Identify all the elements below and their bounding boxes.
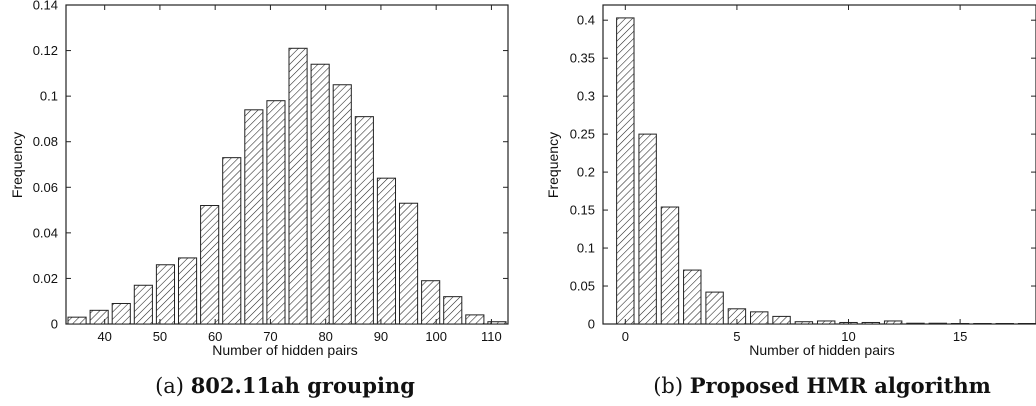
plot-frame-a (65, 4, 509, 325)
bar (89, 309, 109, 325)
bar (772, 315, 791, 325)
caption-a-title: 802.11ah grouping (191, 373, 416, 398)
bar (906, 322, 925, 325)
x-axis-label-a: Number of hidden pairs (212, 342, 358, 358)
caption-a: (a) 802.11ah grouping (155, 373, 415, 398)
y-tick-label: 0.15 (570, 203, 595, 218)
x-tick-label: 10 (841, 329, 855, 344)
bar (750, 311, 769, 325)
y-tick-label: 0.35 (570, 51, 595, 66)
x-tick-label: 15 (953, 329, 967, 344)
bar (354, 116, 374, 325)
bar (928, 322, 948, 325)
bar (421, 280, 441, 325)
y-tick-label: 0.05 (570, 279, 595, 294)
x-axis-label-b: Number of hidden pairs (749, 342, 895, 358)
bar (310, 63, 330, 325)
bar (398, 202, 419, 325)
bar (794, 321, 814, 325)
y-tick-label: 0.12 (33, 43, 58, 58)
bar (177, 257, 198, 325)
bar (816, 320, 836, 325)
bar (376, 177, 397, 325)
x-tick-label: 100 (425, 329, 447, 344)
x-tick-label: 0 (622, 329, 629, 344)
bar (266, 100, 286, 325)
bar (660, 206, 680, 325)
y-tick-label: 0.1 (40, 89, 58, 104)
y-tick-label: 0 (588, 317, 595, 332)
bar (133, 284, 153, 325)
y-tick-label: 0.4 (577, 13, 595, 28)
y-tick-label: 0.1 (577, 241, 595, 256)
y-tick-label: 0.2 (577, 165, 595, 180)
y-tick-label: 0 (51, 317, 58, 332)
y-tick-label: 0.02 (33, 271, 58, 286)
y-axis-label-b: Frequency (545, 132, 561, 198)
bar (332, 84, 352, 325)
y-tick-label: 0.06 (33, 180, 58, 195)
caption-b-title: Proposed HMR algorithm (690, 373, 991, 398)
y-tick-label: 0.04 (33, 225, 58, 240)
caption-b-prefix: (b) (653, 374, 683, 398)
x-tick-label: 70 (263, 329, 277, 344)
x-tick-label: 5 (733, 329, 740, 344)
bar (973, 323, 992, 325)
y-tick-label: 0.14 (33, 0, 58, 13)
bar (683, 269, 702, 325)
bar (883, 320, 903, 325)
bar (705, 291, 724, 325)
x-tick-label: 40 (97, 329, 111, 344)
y-tick-label: 0.3 (577, 89, 595, 104)
bar (443, 296, 463, 325)
y-axis-label-a: Frequency (9, 132, 25, 198)
x-tick-label: 60 (208, 329, 222, 344)
bar (638, 133, 657, 325)
x-tick-label: 90 (374, 329, 388, 344)
bar (616, 17, 635, 325)
bar (155, 264, 176, 325)
bar (67, 316, 87, 325)
bar (861, 321, 881, 325)
bar (487, 321, 507, 325)
bar (465, 314, 485, 325)
chart-b: 0 0.05 0.1 0.15 0.2 0.25 0.3 0.35 0.4 0 5 10 15 Num… (545, 4, 1036, 398)
chart-a: 0 0.02 0.04 0.06 0.08 0.1 0.12 0.14 40 50 60 70 80 9… (9, 0, 509, 398)
x-tick-label: 110 (481, 329, 502, 344)
x-tick-label: 80 (318, 329, 332, 344)
bar (200, 205, 220, 325)
bar (244, 109, 264, 325)
bar (111, 302, 131, 325)
caption-b: (b) Proposed HMR algorithm (653, 373, 991, 398)
y-tick-label: 0.08 (33, 134, 58, 149)
y-tick-label: 0.25 (570, 127, 595, 142)
bar (288, 47, 308, 325)
bar (995, 323, 1014, 325)
x-tick-label: 50 (153, 329, 167, 344)
bar (222, 157, 242, 325)
caption-a-prefix: (a) (155, 374, 184, 398)
